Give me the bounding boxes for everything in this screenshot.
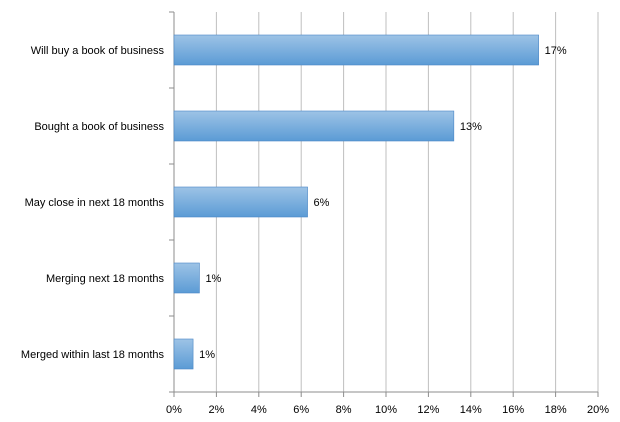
x-tick-label: 0% — [166, 404, 182, 416]
x-tick-label: 16% — [502, 404, 524, 416]
x-tick-label: 20% — [587, 404, 609, 416]
x-tick-label: 4% — [251, 404, 267, 416]
bar-1 — [173, 110, 455, 142]
category-labels: Will buy a book of business Bought a book… — [21, 45, 165, 361]
data-label: 13% — [460, 121, 482, 133]
x-tick-label: 8% — [336, 404, 352, 416]
x-tick-label: 14% — [460, 404, 482, 416]
data-label: 6% — [314, 197, 330, 209]
data-label: 1% — [199, 349, 215, 361]
bar-3 — [173, 262, 200, 294]
x-tick-label: 10% — [375, 404, 397, 416]
x-tick-label: 2% — [208, 404, 224, 416]
bar-4 — [173, 338, 194, 370]
x-tick-labels: 0% 2% 4% 6% 8% 10% 12% 14% 16% 18% 20% — [166, 404, 609, 416]
data-label: 17% — [545, 45, 567, 57]
x-tick-label: 6% — [293, 404, 309, 416]
category-label: Merging next 18 months — [46, 273, 165, 285]
bars — [173, 34, 539, 370]
data-label: 1% — [205, 273, 221, 285]
x-tick-label: 18% — [545, 404, 567, 416]
bar-2 — [173, 186, 308, 218]
category-label: Merged within last 18 months — [21, 349, 165, 361]
x-tick-label: 12% — [417, 404, 439, 416]
category-label: Bought a book of business — [34, 121, 164, 133]
category-label: May close in next 18 months — [25, 197, 165, 209]
gridlines — [215, 12, 599, 392]
category-label: Will buy a book of business — [31, 45, 165, 57]
data-labels: 17% 13% 6% 1% 1% — [199, 45, 567, 361]
bar-0 — [173, 34, 539, 66]
